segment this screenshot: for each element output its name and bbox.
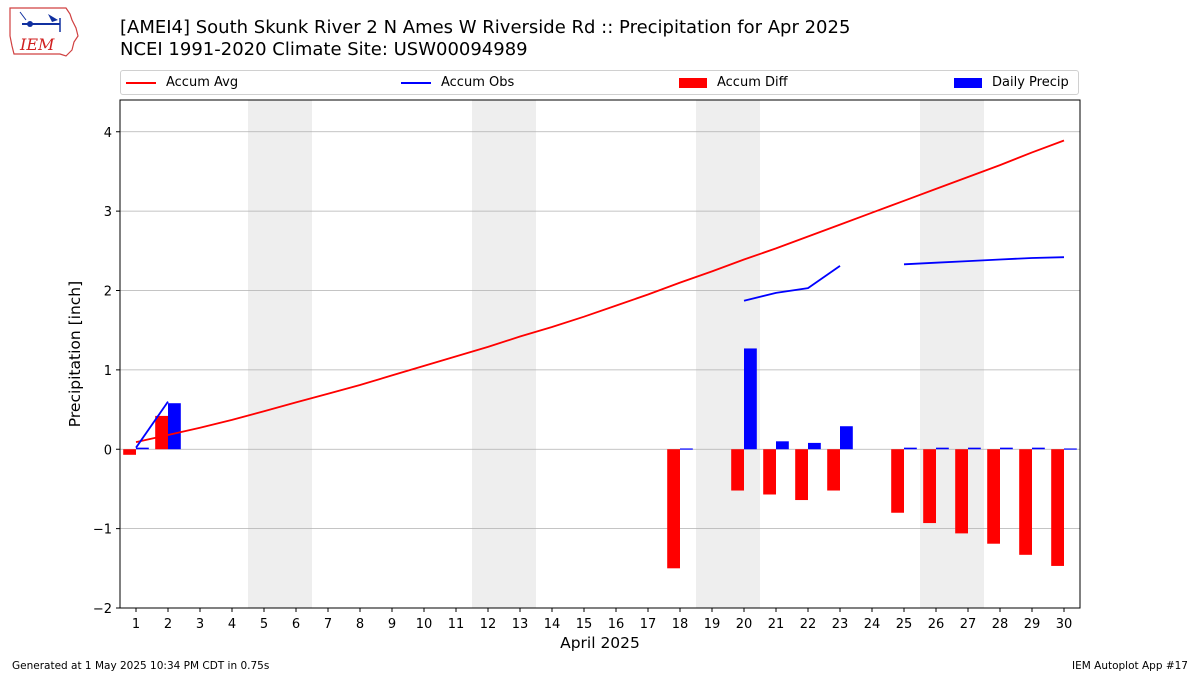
line-accum-obs [903, 256, 1065, 266]
x-tick-label: 22 [800, 617, 817, 632]
bar-daily-precip [968, 447, 981, 450]
legend-swatch-accum-avg [126, 81, 156, 84]
bar-accum-diff [923, 449, 936, 524]
x-tick-label: 26 [928, 617, 945, 632]
iem-logo: IEM [9, 7, 79, 57]
x-tick-label: 2 [164, 617, 172, 632]
x-tick-label: 8 [356, 617, 364, 632]
x-tick-label: 9 [388, 617, 396, 632]
bar-daily-precip [840, 426, 853, 450]
x-tick-label: 30 [1056, 617, 1073, 632]
x-tick-label: 15 [576, 617, 593, 632]
legend-label-accum-diff: Accum Diff [717, 75, 788, 90]
bar-daily-precip [136, 447, 149, 450]
bar-accum-diff [763, 449, 776, 495]
x-tick-label: 29 [1024, 617, 1041, 632]
x-tick-label: 16 [608, 617, 625, 632]
line-accum-obs [743, 265, 841, 302]
x-tick-label: 1 [132, 617, 140, 632]
legend-swatch-accum-obs [401, 81, 431, 84]
plot-frame [119, 99, 1081, 609]
x-tick-label: 5 [260, 617, 268, 632]
y-tick-label: 2 [104, 285, 112, 300]
chart-subtitle: NCEI 1991-2020 Climate Site: USW00094989 [120, 39, 528, 60]
x-tick-label: 3 [196, 617, 204, 632]
bar-accum-diff [891, 449, 904, 513]
x-tick-label: 17 [640, 617, 657, 632]
x-tick-label: 21 [768, 617, 785, 632]
x-tick-label: 27 [960, 617, 977, 632]
logo-text: IEM [19, 35, 55, 54]
x-tick-label: 7 [324, 617, 332, 632]
y-tick-label: 0 [104, 443, 112, 458]
bar-accum-diff [1051, 449, 1064, 566]
footer-app: IEM Autoplot App #17 [1072, 660, 1188, 672]
bar-daily-precip [904, 447, 917, 450]
bar-accum-diff [155, 415, 168, 450]
line-accum-avg [135, 139, 1065, 443]
bar-accum-diff [1019, 449, 1032, 555]
y-tick-label: −2 [93, 602, 112, 617]
legend-swatch-accum-diff [679, 77, 707, 88]
bar-daily-precip [808, 442, 821, 450]
legend-item-accum-obs: Accum Obs [401, 71, 514, 94]
y-tick-label: −1 [93, 523, 112, 538]
x-tick-label: 20 [736, 617, 753, 632]
weekend-band [248, 100, 312, 608]
x-tick-label: 14 [544, 617, 561, 632]
weekend-band [920, 100, 984, 608]
x-tick-label: 23 [832, 617, 849, 632]
weekend-shading [248, 100, 984, 608]
weekend-band [472, 100, 536, 608]
x-tick-label: 11 [448, 617, 465, 632]
bar-daily-precip [1000, 447, 1013, 450]
lines [135, 139, 1065, 449]
bar-accum-diff [955, 449, 968, 534]
x-tick-label: 25 [896, 617, 913, 632]
bars [123, 348, 1077, 569]
bar-daily-precip [680, 448, 693, 450]
y-tick-label: 4 [104, 126, 112, 141]
y-axis-label: Precipitation [inch] [66, 281, 84, 427]
legend-item-daily-precip: Daily Precip [954, 71, 1069, 94]
legend-item-accum-avg: Accum Avg [126, 71, 238, 94]
bar-accum-diff [827, 449, 840, 491]
legend-label-daily-precip: Daily Precip [992, 75, 1069, 90]
bar-daily-precip [936, 447, 949, 450]
y-tick-label: 1 [104, 364, 112, 379]
bar-accum-diff [667, 449, 680, 569]
x-tick-label: 6 [292, 617, 300, 632]
x-tick-label: 24 [864, 617, 881, 632]
legend-label-accum-avg: Accum Avg [166, 75, 239, 90]
bar-daily-precip [1064, 448, 1077, 450]
x-tick-label: 12 [480, 617, 497, 632]
bar-daily-precip [744, 348, 757, 450]
legend-swatch-daily-precip [954, 77, 982, 88]
bar-daily-precip [776, 441, 789, 450]
bar-accum-diff [987, 449, 1000, 544]
y-tick-label: 3 [104, 205, 112, 220]
legend: Accum Avg Accum Obs Accum Diff Daily Pre… [120, 70, 1079, 95]
footer-generated: Generated at 1 May 2025 10:34 PM CDT in … [12, 660, 270, 672]
x-tick-label: 13 [512, 617, 529, 632]
bar-accum-diff [731, 449, 744, 491]
x-axis-label: April 2025 [560, 634, 640, 652]
x-tick-label: 4 [228, 617, 236, 632]
bar-accum-diff [795, 449, 808, 501]
bar-daily-precip [1032, 447, 1045, 450]
x-tick-label: 19 [704, 617, 721, 632]
x-tick-label: 10 [416, 617, 433, 632]
bar-accum-diff [123, 449, 136, 455]
legend-label-accum-obs: Accum Obs [441, 75, 515, 90]
bar-daily-precip [168, 403, 181, 450]
line-accum-obs [135, 401, 169, 449]
x-tick-label: 18 [672, 617, 689, 632]
chart-title: [AMEI4] South Skunk River 2 N Ames W Riv… [120, 17, 851, 38]
x-tick-label: 28 [992, 617, 1009, 632]
legend-item-accum-diff: Accum Diff [679, 71, 788, 94]
